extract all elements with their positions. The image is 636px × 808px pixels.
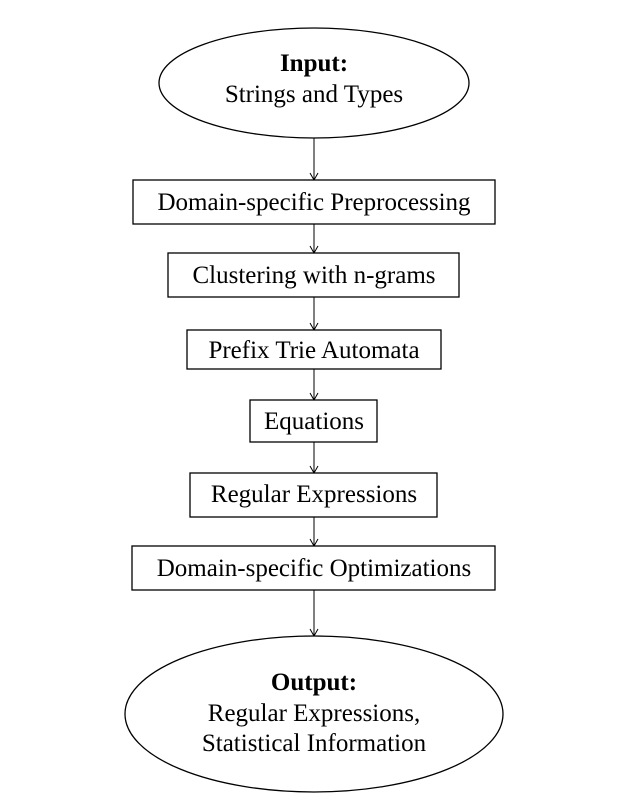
step-5: Regular Expressions <box>189 472 438 518</box>
edge-step-3-to-step-4 <box>309 369 319 402</box>
step-6: Domain-specific Optimizations <box>131 545 496 591</box>
step-3: Prefix Trie Automata <box>186 329 442 370</box>
step-2: Clustering with n-grams <box>167 252 460 298</box>
input-heading: Input: <box>280 50 348 77</box>
step-4: Equations <box>249 399 378 443</box>
input-line-1: Strings and Types <box>225 81 403 108</box>
step-2-label: Clustering with n-grams <box>192 262 435 289</box>
step-5-label: Regular Expressions <box>211 481 417 508</box>
output-node: Output: Regular Expressions, Statistical… <box>124 635 504 793</box>
step-6-label: Domain-specific Optimizations <box>157 555 472 582</box>
edge-step-2-to-step-3 <box>309 297 319 332</box>
output-line-2: Statistical Information <box>202 730 427 757</box>
edge-step-6-to-output <box>309 590 319 638</box>
edge-step-1-to-step-2 <box>309 224 319 255</box>
edge-input-to-step-1 <box>309 138 319 182</box>
edge-step-5-to-step-6 <box>309 517 319 548</box>
step-1: Domain-specific Preprocessing <box>132 179 496 225</box>
edge-step-4-to-step-5 <box>309 442 319 475</box>
input-node: Input: Strings and Types <box>158 27 470 139</box>
step-1-label: Domain-specific Preprocessing <box>157 189 471 216</box>
step-3-label: Prefix Trie Automata <box>208 337 419 364</box>
output-heading: Output: <box>271 669 357 696</box>
output-line-1: Regular Expressions, <box>208 700 420 727</box>
step-4-label: Equations <box>264 408 364 435</box>
